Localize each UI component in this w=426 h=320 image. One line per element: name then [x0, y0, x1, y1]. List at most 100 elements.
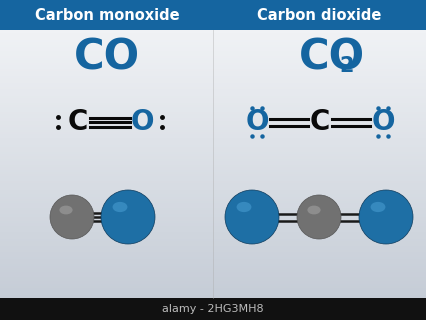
Bar [0, 50, 426, 52]
Bar [0, 128, 426, 131]
Bar [0, 273, 426, 276]
Bar [0, 242, 426, 244]
Ellipse shape [297, 195, 341, 239]
Text: Carbon monoxide: Carbon monoxide [35, 7, 179, 22]
Bar [0, 224, 426, 227]
Bar [0, 35, 426, 37]
Bar [0, 265, 426, 267]
Bar [0, 206, 426, 209]
Bar [0, 247, 426, 249]
Bar [0, 291, 426, 293]
Bar [0, 97, 426, 99]
Bar [0, 57, 426, 59]
Bar [0, 144, 426, 146]
Ellipse shape [50, 195, 94, 239]
Bar [0, 253, 426, 256]
Bar [0, 39, 426, 41]
Ellipse shape [371, 202, 386, 212]
Text: C: C [310, 108, 330, 136]
Bar [0, 162, 426, 164]
Bar [0, 244, 426, 247]
Bar [0, 90, 426, 92]
Ellipse shape [101, 190, 155, 244]
Bar [0, 126, 426, 128]
Bar [0, 153, 426, 155]
Ellipse shape [308, 205, 321, 214]
Bar [0, 92, 426, 95]
Text: 2: 2 [339, 56, 354, 76]
Bar [0, 298, 426, 320]
Bar [0, 240, 426, 242]
Bar [0, 99, 426, 101]
Bar [0, 61, 426, 63]
Bar [0, 175, 426, 177]
Bar [0, 233, 426, 236]
Bar [0, 68, 426, 70]
Bar [0, 113, 426, 115]
Bar [0, 193, 426, 195]
Bar [0, 104, 426, 106]
Bar [0, 191, 426, 193]
Bar [0, 258, 426, 260]
Bar [0, 182, 426, 184]
Bar [0, 148, 426, 151]
Bar [0, 197, 426, 200]
Bar [0, 55, 426, 57]
Text: O: O [371, 108, 395, 136]
Bar [0, 119, 426, 122]
Bar [0, 88, 426, 90]
Bar [0, 215, 426, 218]
Bar [0, 267, 426, 269]
Bar [0, 164, 426, 166]
Bar [0, 173, 426, 175]
Ellipse shape [236, 202, 251, 212]
Bar [0, 280, 426, 282]
Ellipse shape [225, 190, 279, 244]
Bar [0, 79, 426, 81]
Bar [0, 271, 426, 273]
Bar [0, 276, 426, 278]
Bar [0, 284, 426, 287]
Bar [0, 52, 426, 55]
Bar [0, 63, 426, 66]
Bar [0, 202, 426, 204]
Bar [0, 133, 426, 135]
Bar [0, 151, 426, 153]
Bar [0, 117, 426, 119]
Bar [0, 211, 426, 213]
Bar [0, 231, 426, 233]
Bar [0, 135, 426, 137]
Bar [0, 204, 426, 206]
Bar [0, 155, 426, 157]
Bar [0, 131, 426, 133]
Bar [0, 160, 426, 162]
Bar [0, 256, 426, 258]
Bar [0, 84, 426, 86]
Bar [0, 44, 426, 46]
Bar [0, 77, 426, 79]
Ellipse shape [112, 202, 127, 212]
Bar [0, 157, 426, 160]
Bar [0, 282, 426, 284]
Bar [0, 184, 426, 186]
Bar [0, 180, 426, 182]
Bar [0, 75, 426, 77]
Text: C: C [68, 108, 88, 136]
Bar [0, 177, 426, 180]
Bar [0, 188, 426, 191]
Bar [0, 166, 426, 168]
Bar [0, 37, 426, 39]
Bar [0, 72, 426, 75]
Bar [0, 222, 426, 224]
Bar [0, 278, 426, 280]
Bar [0, 186, 426, 188]
Bar [0, 236, 426, 238]
Bar [0, 108, 426, 110]
Text: O: O [245, 108, 269, 136]
Bar [0, 296, 426, 298]
Bar [0, 101, 426, 104]
Ellipse shape [59, 205, 72, 214]
Bar [0, 115, 426, 117]
Bar [0, 220, 426, 222]
Bar [0, 66, 426, 68]
